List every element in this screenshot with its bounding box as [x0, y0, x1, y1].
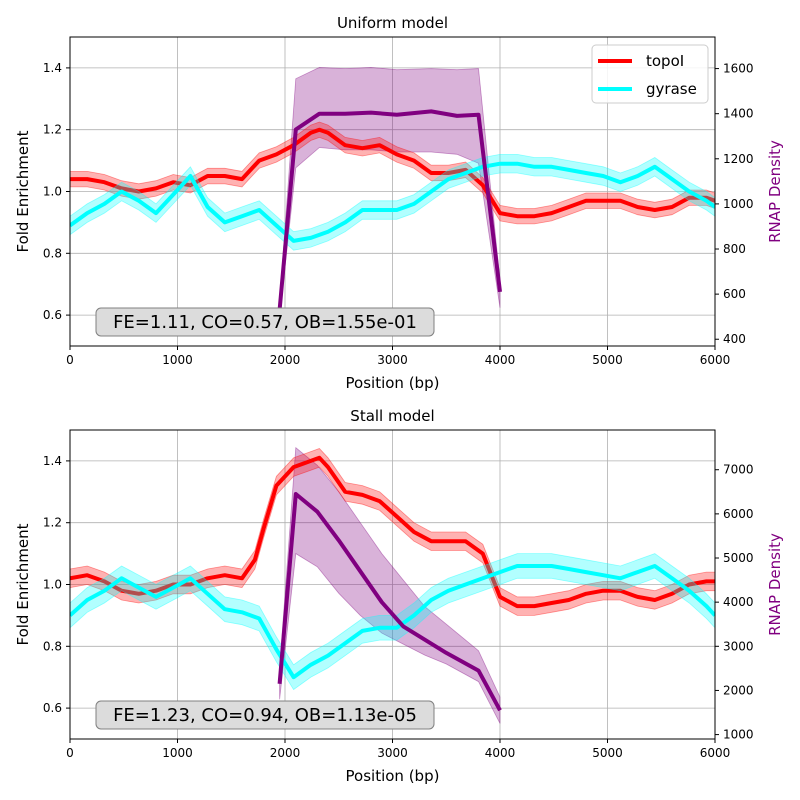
x-tick-label: 4000 — [485, 746, 516, 760]
y-tick-label: 0.8 — [43, 246, 62, 260]
x-tick-label: 2000 — [270, 353, 301, 367]
x-tick-label: 4000 — [485, 353, 516, 367]
y2-tick-label: 3000 — [723, 639, 754, 653]
x-axis-label: Position (bp) — [346, 374, 440, 392]
series-line-gyrase — [70, 161, 715, 243]
data-layer — [70, 66, 715, 317]
y-tick-label: 0.6 — [43, 701, 62, 715]
x-tick-label: 0 — [66, 746, 74, 760]
chart-panel-1: 0 1000 2000 3000 4000 5000 6000 0.6 0.8 1.0 1.2 1.4… — [14, 407, 784, 785]
series-line-rnap-density — [277, 492, 502, 712]
series-band-gyrase — [70, 154, 715, 251]
chart-panel-0: 0 1000 2000 3000 4000 5000 6000 0.6 0.8 1.0 1.2 1.4… — [14, 14, 784, 392]
x-axis-label: Position (bp) — [346, 767, 440, 785]
y2-tick-label: 2000 — [723, 683, 754, 697]
x-tick-label: 1000 — [162, 746, 193, 760]
x-tick-label: 6000 — [700, 746, 731, 760]
annotation-box: FE=1.11, CO=0.57, OB=1.55e-01 — [95, 307, 435, 337]
x-tick-label: 5000 — [592, 353, 623, 367]
x-tick-label: 2000 — [270, 746, 301, 760]
x-tick-label: 6000 — [700, 353, 731, 367]
y-tick-label: 1.0 — [43, 578, 62, 592]
y2-tick-label: 1200 — [723, 152, 754, 166]
x-tick-label: 3000 — [377, 353, 408, 367]
y2-tick-label: 1400 — [723, 107, 754, 121]
y2-tick-label: 6000 — [723, 507, 754, 521]
y2-tick-label: 1000 — [723, 728, 754, 742]
y2-tick-label: 1000 — [723, 197, 754, 211]
y2-tick-label: 5000 — [723, 551, 754, 565]
y-tick-label: 1.4 — [43, 454, 62, 468]
y2-axis-label: RNAP Density — [766, 140, 784, 243]
y-tick-label: 1.0 — [43, 185, 62, 199]
y2-tick-label: 4000 — [723, 595, 754, 609]
data-layer — [70, 446, 715, 724]
y-tick-label: 1.2 — [43, 123, 62, 137]
y2-tick-label: 1600 — [723, 62, 754, 76]
y-tick-label: 1.2 — [43, 516, 62, 530]
legend: topoI gyrase — [591, 44, 709, 104]
y-tick-label: 1.4 — [43, 61, 62, 75]
y-axis-label: Fold Enrichment — [14, 130, 32, 252]
legend-label-gyrase: gyrase — [646, 80, 697, 98]
series-band-topoi — [70, 121, 715, 225]
series-band-gyrase — [70, 553, 715, 691]
series-line-rnap-density — [277, 109, 502, 311]
annotation-text: FE=1.11, CO=0.57, OB=1.55e-01 — [113, 312, 417, 333]
y2-tick-label: 400 — [723, 332, 746, 346]
x-tick-label: 3000 — [377, 746, 408, 760]
annotation-box: FE=1.23, CO=0.94, OB=1.13e-05 — [95, 700, 435, 730]
y2-tick-label: 7000 — [723, 463, 754, 477]
legend-label-topoi: topoI — [646, 52, 684, 70]
chart-title: Stall model — [350, 407, 434, 425]
series-line-gyrase — [70, 564, 715, 680]
x-tick-label: 1000 — [162, 353, 193, 367]
y2-tick-label: 600 — [723, 287, 746, 301]
annotation-text: FE=1.23, CO=0.94, OB=1.13e-05 — [113, 705, 417, 726]
annotation-background — [95, 700, 435, 730]
y2-axis-label: RNAP Density — [766, 533, 784, 636]
y-tick-label: 0.8 — [43, 639, 62, 653]
chart-title: Uniform model — [337, 14, 448, 32]
y-tick-label: 0.6 — [43, 308, 62, 322]
y-axis-label: Fold Enrichment — [14, 523, 32, 645]
annotation-background — [95, 307, 435, 337]
series-band-rnap-density — [279, 446, 501, 724]
series-band-topoi — [70, 448, 715, 616]
x-tick-label: 0 — [66, 353, 74, 367]
series-band-rnap-density — [279, 66, 501, 317]
series-line-topoi — [70, 455, 715, 609]
y2-tick-label: 800 — [723, 242, 746, 256]
x-tick-label: 5000 — [592, 746, 623, 760]
